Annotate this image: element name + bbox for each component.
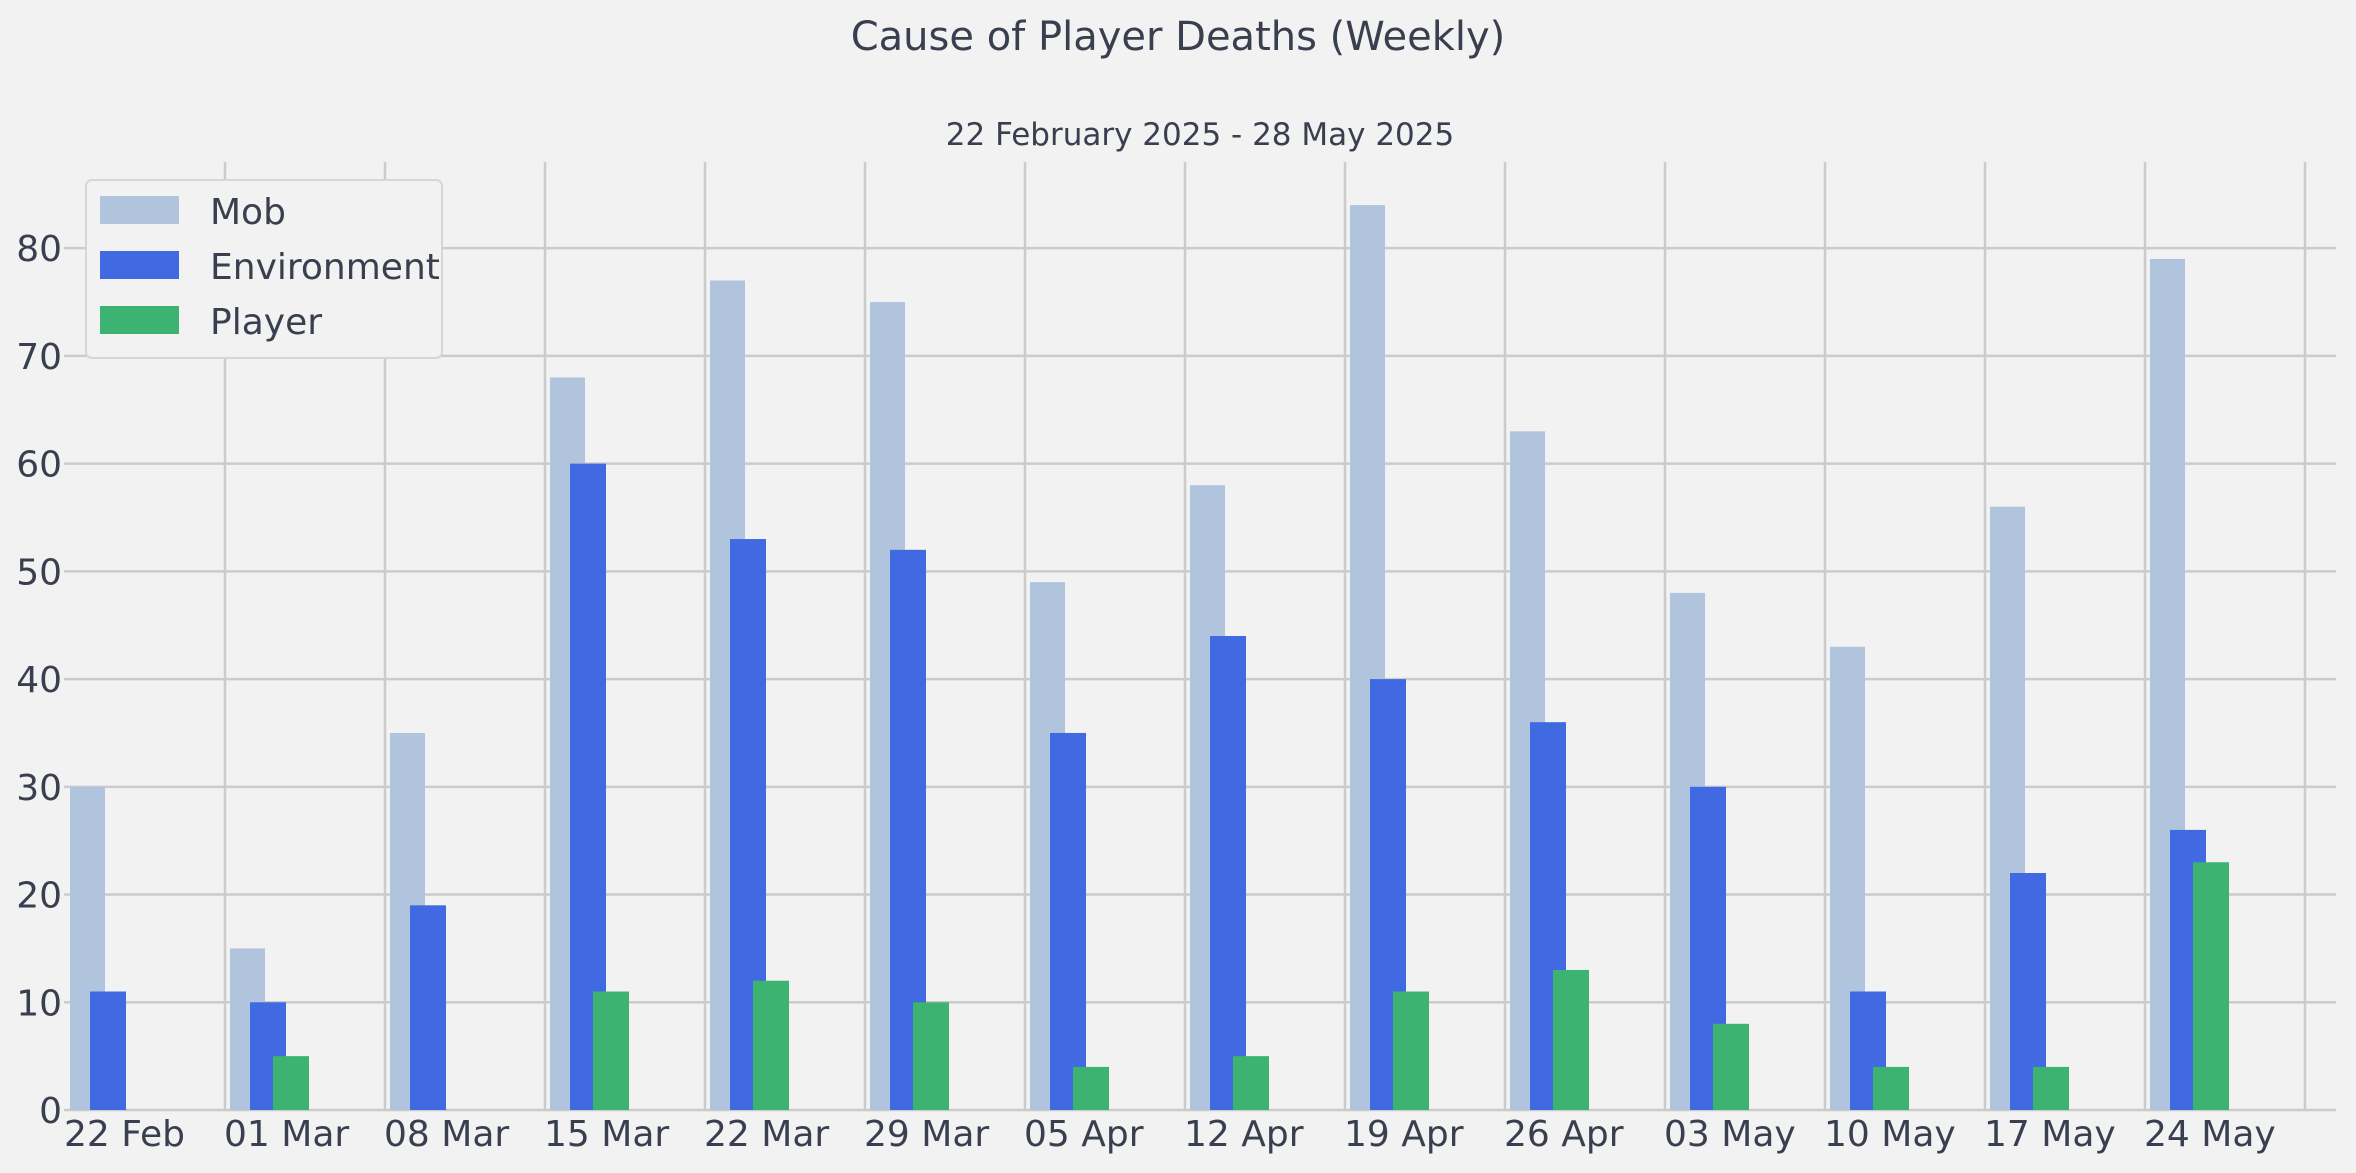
x-tick-label: 01 Mar [224,1114,349,1155]
legend-swatch-player [100,306,179,334]
x-tick-label: 10 May [1824,1114,1956,1155]
x-tick-label: 26 Apr [1504,1114,1624,1155]
y-tick-label: 80 [16,229,62,270]
y-tick-label: 70 [16,337,62,378]
y-tick-label: 0 [39,1091,62,1132]
x-tick-label: 12 Apr [1184,1114,1304,1155]
legend: Mob Environment Player [85,179,443,359]
bar-player-13 [2193,862,2229,1110]
legend-swatch-environment [100,251,179,279]
bar-player-7 [1233,1056,1269,1110]
x-tick-label: 24 May [2144,1114,2276,1155]
bar-player-8 [1393,991,1429,1110]
y-tick-label: 20 [16,876,62,917]
bar-environment-7 [1210,636,1246,1110]
bar-player-4 [753,980,789,1110]
y-tick-label: 30 [16,768,62,809]
bar-player-11 [1873,1066,1909,1110]
y-axis-ticks: 0 10 20 30 40 50 60 70 80 [16,229,62,1132]
bar-environment-6 [1050,732,1086,1110]
bar-player-6 [1073,1066,1109,1110]
chart-title: Cause of Player Deaths (Weekly) [851,14,1506,60]
x-tick-label: 17 May [1984,1114,2116,1155]
x-tick-label: 29 Mar [864,1114,989,1155]
x-tick-label: 08 Mar [384,1114,509,1155]
bars [70,205,2229,1111]
x-tick-label: 22 Mar [704,1114,829,1155]
chart-subtitle: 22 February 2025 - 28 May 2025 [946,117,1454,153]
bar-player-9 [1553,969,1589,1110]
x-tick-label: 03 May [1664,1114,1796,1155]
legend-label-player: Player [210,302,322,343]
bar-player-3 [593,991,629,1110]
legend-label-environment: Environment [210,247,440,288]
bar-environment-0 [90,991,126,1110]
y-tick-label: 60 [16,445,62,486]
bar-player-10 [1713,1023,1749,1110]
x-tick-label: 22 Feb [64,1114,185,1155]
y-tick-label: 10 [16,983,62,1024]
x-tick-label: 15 Mar [544,1114,669,1155]
legend-label-mob: Mob [210,192,286,233]
y-tick-label: 50 [16,552,62,593]
bar-environment-2 [410,905,446,1110]
x-axis-ticks: 22 Feb 01 Mar 08 Mar 15 Mar 22 Mar 29 Mar 05 A… [64,1114,2276,1155]
bar-player-1 [273,1056,309,1110]
x-tick-label: 19 Apr [1344,1114,1464,1155]
x-tick-label: 05 Apr [1024,1114,1144,1155]
legend-swatch-mob [100,196,179,224]
bar-player-5 [913,1002,949,1110]
y-tick-label: 40 [16,660,62,701]
bar-player-12 [2033,1066,2069,1110]
